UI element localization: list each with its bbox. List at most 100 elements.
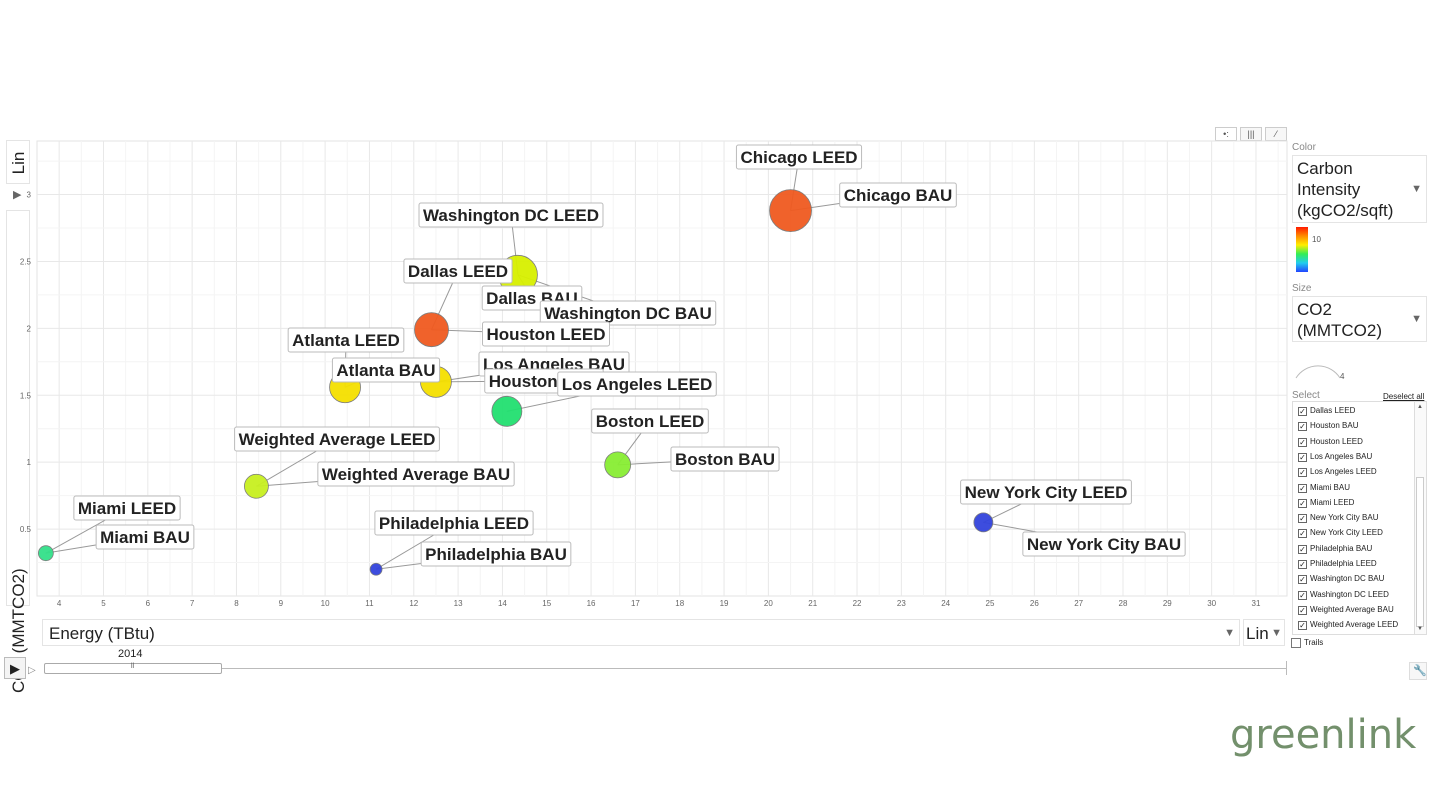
x-scale-label: Lin [1246,624,1269,643]
select-checkbox-checked-icon[interactable]: ✓ [1298,529,1307,539]
select-checkbox-checked-icon[interactable]: ✓ [1298,452,1307,462]
bubble-label-text: Miami LEED [78,499,176,518]
x-tick-label: 13 [454,599,463,608]
bubble-label-text: Atlanta LEED [292,331,400,350]
x-tick-label: 11 [365,599,374,608]
trails-checkbox[interactable] [1291,638,1301,648]
select-checkbox-checked-icon[interactable]: ✓ [1298,575,1307,585]
select-item[interactable]: ✓ Miami LEED [1293,496,1415,511]
select-item[interactable]: ✓ Miami BAU [1293,481,1415,496]
color-legend-tick: 10 [1312,235,1321,244]
select-scrollbar[interactable]: ▲ ▼ [1414,402,1426,634]
y-tick-label: 1.5 [20,391,32,400]
select-checkbox-checked-icon[interactable]: ✓ [1298,498,1307,508]
select-item[interactable]: ✓ Houston LEED [1293,435,1415,450]
play-button[interactable]: ▶ [4,657,26,679]
select-checkbox-checked-icon[interactable]: ✓ [1298,437,1307,447]
bubble-label-text: Washington DC BAU [544,304,711,323]
select-checkbox-checked-icon[interactable]: ✓ [1298,621,1307,631]
select-item[interactable]: ✓ Weighted Average BAU [1293,603,1415,618]
select-checkbox-checked-icon[interactable]: ✓ [1298,590,1307,600]
x-tick-label: 10 [321,599,330,608]
select-item-label: New York City LEED [1310,528,1383,538]
timeline-slider[interactable]: ll [44,663,222,674]
select-item[interactable]: ✓ Los Angeles LEED [1293,465,1415,480]
select-item-label: Houston BAU [1310,421,1359,431]
x-tick-label: 26 [1030,599,1039,608]
timeline-end-tick [1286,661,1287,675]
select-checkbox-checked-icon[interactable]: ✓ [1298,483,1307,493]
bubble-label-text: Weighted Average BAU [322,465,510,484]
data-bubble [414,312,449,348]
select-list[interactable]: ▲ ▼ ✓ Dallas LEED ✓ Houston BAU ✓ Houston LEE… [1292,401,1427,635]
x-tick-label: 23 [897,599,906,608]
x-tick-label: 4 [57,599,62,608]
select-checkbox-checked-icon[interactable]: ✓ [1298,544,1307,554]
bubble-chart: 4 5 6 7 8 9 10 11 12 13 14 15 16 17 18 19 20 21 22 23 24 25 26… [20,140,1288,608]
select-checkbox-checked-icon[interactable]: ✓ [1298,605,1307,615]
y-scale-caret-icon[interactable]: ▶ [13,189,22,201]
bubble-label-text: Dallas LEED [408,262,508,281]
select-item[interactable]: ✓ Dallas LEED [1293,404,1415,419]
settings-button[interactable]: 🔧 [1409,662,1427,680]
x-tick-label: 7 [190,599,195,608]
select-checkbox-checked-icon[interactable]: ✓ [1298,422,1307,432]
x-scale-dropdown[interactable]: Lin ▼ [1243,619,1285,646]
bubble-label-box [403,258,513,284]
scroll-thumb[interactable] [1416,477,1424,627]
bubble-label-text: New York City LEED [965,483,1128,502]
select-item[interactable]: ✓ New York City BAU [1293,511,1415,526]
bubble-label-box [557,371,717,397]
play-icon: ▶ [10,661,20,676]
select-item-label: Philadelphia LEED [1310,559,1377,568]
bubble-label: Dallas LEED [403,258,513,284]
x-axis-dropdown[interactable]: Energy (TBtu) ▼ [42,619,1240,646]
color-scale-bar [1296,227,1308,272]
greenlink-logo: greenlink [1230,712,1417,758]
timeline-track[interactable] [44,668,1286,669]
select-checkbox-checked-icon[interactable]: ✓ [1298,468,1307,478]
x-scale-caret-icon: ▼ [1271,627,1282,639]
bubble-label-box [287,327,405,353]
bubble-label-text: Boston LEED [596,412,705,431]
size-dropdown[interactable]: CO2 (MMTCO2) ▼ [1292,296,1427,342]
x-tick-label: 25 [986,599,995,608]
select-item[interactable]: ✓ Washington DC LEED [1293,588,1415,603]
select-item-label: Weighted Average BAU [1310,604,1394,614]
select-item[interactable]: ✓ Philadelphia BAU [1293,542,1415,557]
y-axis-dropdown[interactable]: CO2 (MMTCO2) [6,210,30,693]
y-scale-dropdown[interactable]: Lin [6,140,30,184]
slider-grip-icon: ll [131,663,135,670]
bubble-label-box [73,495,181,521]
plot-area [36,140,1288,597]
bubble-label: Washington DC LEED [418,202,604,228]
bubble-label: New York City BAU [1022,531,1186,557]
x-tick-label: 28 [1119,599,1128,608]
step-icon: ▷ [28,665,36,676]
bubble-label: Atlanta LEED [287,327,405,353]
x-tick-label: 12 [409,599,418,608]
select-item[interactable]: ✓ Washington DC BAU [1293,572,1415,587]
select-checkbox-checked-icon[interactable]: ✓ [1298,560,1307,569]
step-button[interactable]: ▷ [28,660,40,676]
x-tick-label: 19 [720,599,729,608]
bubble-label-box [420,541,572,567]
bubble-label: Atlanta BAU [331,357,441,383]
select-item[interactable]: ✓ Los Angeles BAU [1293,450,1415,465]
x-axis-caret-icon: ▼ [1224,627,1235,639]
select-item[interactable]: ✓ Weighted Average LEED [1293,618,1415,633]
select-item[interactable]: ✓ Houston BAU [1293,419,1415,434]
select-item[interactable]: ✓ New York City LEED [1293,526,1415,541]
select-checkbox-checked-icon[interactable]: ✓ [1298,407,1307,416]
select-item[interactable]: ✓ Philadelphia LEED [1293,557,1415,572]
select-checkbox-checked-icon[interactable]: ✓ [1298,514,1307,524]
bubble-label-text: New York City BAU [1027,535,1181,554]
bubble-label-box [317,461,515,487]
color-dropdown[interactable]: Carbon Intensity (kgCO2/sqft) ▼ [1292,155,1427,223]
bubble-label-box [331,357,441,383]
bubble-label: Miami LEED [73,495,181,521]
data-bubble [369,562,383,576]
trails-label: Trails [1304,638,1324,647]
deselect-all-link[interactable]: Deselect all [1383,392,1425,401]
bubble-label: Weighted Average BAU [317,461,515,487]
